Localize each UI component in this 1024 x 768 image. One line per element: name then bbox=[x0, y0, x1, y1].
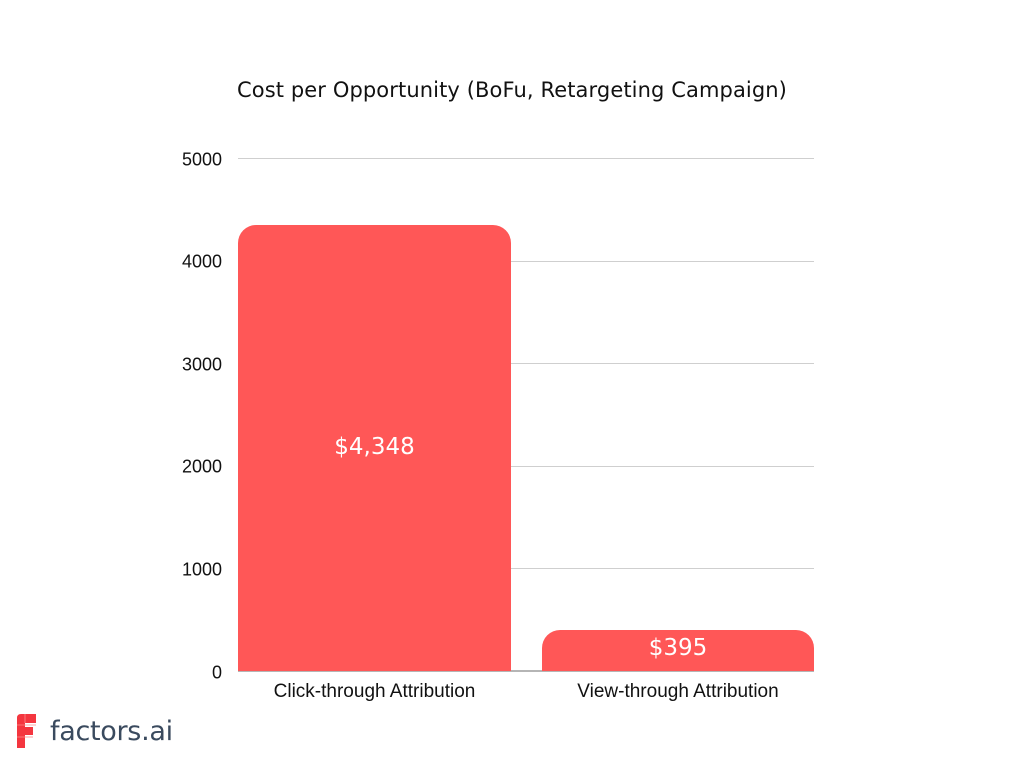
y-tick-0: 0 bbox=[211, 662, 222, 683]
bar-view-through: $395 bbox=[542, 630, 814, 671]
x-axis-line bbox=[238, 670, 814, 672]
bar-value-label: $395 bbox=[648, 635, 708, 661]
gridline-1000 bbox=[238, 568, 814, 569]
y-tick-4000: 4000 bbox=[181, 251, 222, 272]
brand-logo: factors.ai bbox=[14, 712, 173, 750]
y-tick-3000: 3000 bbox=[181, 354, 222, 375]
y-tick-5000: 5000 bbox=[181, 149, 222, 170]
gridline-2000 bbox=[238, 466, 814, 467]
bar-value-label: $4,348 bbox=[334, 434, 415, 460]
chart-title: Cost per Opportunity (BoFu, Retargeting … bbox=[237, 78, 787, 102]
brand-name: factors.ai bbox=[50, 715, 173, 747]
bar-click-through: $4,348 bbox=[238, 225, 511, 671]
x-label-view-through: View-through Attribution bbox=[577, 681, 779, 702]
factors-logo-icon bbox=[17, 714, 36, 748]
x-label-click-through: Click-through Attribution bbox=[273, 681, 476, 702]
gridline-4000 bbox=[238, 261, 814, 262]
y-tick-2000: 2000 bbox=[181, 456, 222, 477]
y-tick-1000: 1000 bbox=[181, 559, 222, 580]
gridline-3000 bbox=[238, 363, 814, 364]
plot-area: $4,348 $395 bbox=[238, 158, 814, 672]
gridline-5000 bbox=[238, 158, 814, 159]
